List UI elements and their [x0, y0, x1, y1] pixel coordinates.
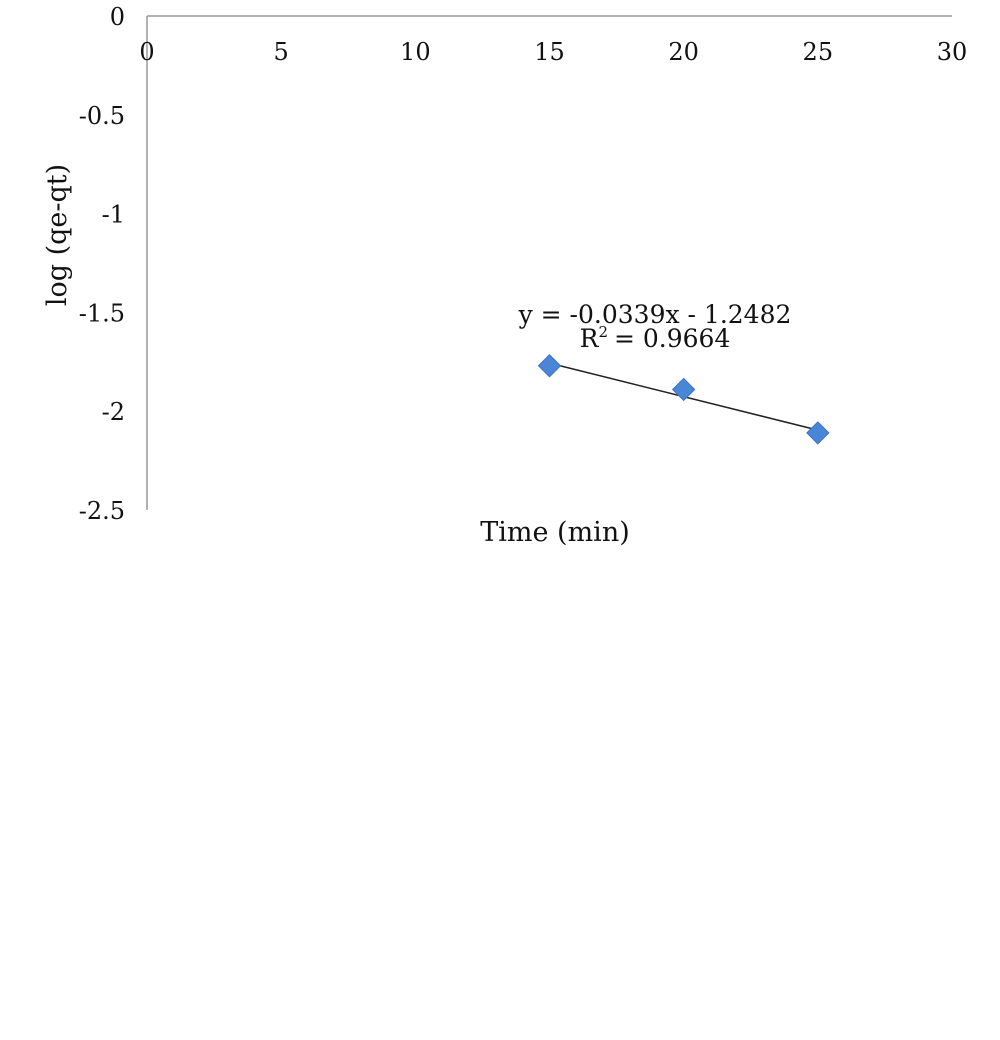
- y-axis-title: log (qe-qt): [42, 164, 73, 306]
- y-tick-label: -1: [102, 201, 125, 229]
- x-tick-label: 0: [139, 38, 154, 66]
- y-tick-label: -2.5: [79, 497, 125, 525]
- x-axis-title: Time (min): [480, 517, 630, 548]
- x-tick-label: 5: [274, 38, 289, 66]
- r2-superscript: 2: [598, 323, 608, 341]
- x-tick-label: 25: [803, 38, 834, 66]
- data-point-marker: [537, 354, 562, 378]
- y-tick-label: 0: [110, 3, 125, 31]
- trendline-r-squared: R2 = 0.9664: [580, 323, 731, 353]
- y-tick-label: -2: [102, 398, 125, 426]
- data-point-marker: [806, 421, 830, 445]
- r2-value: = 0.9664: [614, 324, 730, 353]
- x-tick-label: 15: [534, 38, 565, 66]
- data-points: [537, 354, 830, 445]
- r2-prefix: R: [580, 324, 600, 353]
- x-tick-label: 10: [400, 38, 431, 66]
- y-tick-label: -0.5: [79, 102, 125, 130]
- y-tick-labels: 0 -0.5 -1 -1.5 -2 -2.5: [79, 3, 125, 525]
- data-point-marker: [671, 377, 696, 402]
- x-tick-labels: 0 5 10 15 20 25 30: [139, 38, 967, 66]
- y-tick-label: -1.5: [79, 299, 125, 327]
- x-tick-label: 30: [937, 38, 968, 66]
- x-tick-label: 20: [668, 38, 699, 66]
- trendline-equation: y = -0.0339x - 1.2482: [518, 300, 792, 329]
